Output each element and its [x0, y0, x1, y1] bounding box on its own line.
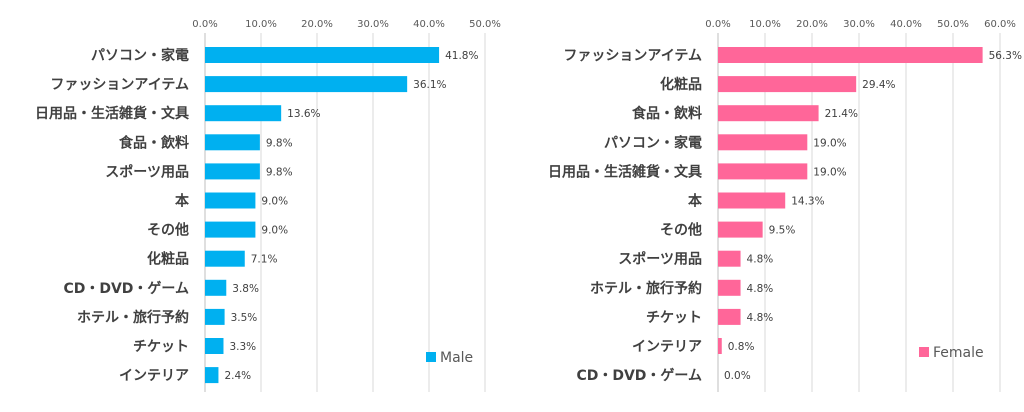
male-legend-swatch	[426, 352, 436, 362]
male-category-label: チケット	[133, 339, 189, 355]
male-bar	[205, 134, 260, 151]
male-bar	[205, 105, 282, 122]
male-tick-label: 30.0%	[357, 19, 389, 30]
female-tick-label: 50.0%	[937, 19, 969, 30]
male-bar	[205, 192, 256, 209]
female-category-label: CD・DVD・ゲーム	[576, 367, 702, 384]
male-data-label: 2.4%	[224, 370, 251, 382]
female-data-label: 9.5%	[769, 225, 796, 237]
female-legend-swatch	[919, 347, 929, 357]
male-category-label: 食品・飲料	[119, 134, 189, 151]
female-category-label: 食品・飲料	[632, 105, 702, 122]
female-bar	[718, 163, 808, 180]
male-category-label: スポーツ用品	[105, 163, 189, 180]
male-bar	[205, 338, 224, 354]
female-tick-label: 10.0%	[749, 19, 781, 30]
female-category-label: 本	[688, 193, 703, 210]
female-tick-label: 20.0%	[796, 19, 828, 30]
male-data-label: 9.0%	[261, 196, 288, 208]
male-bar	[205, 221, 256, 238]
male-category-label: パソコン・家電	[91, 47, 189, 64]
male-category-label: 本	[175, 193, 190, 210]
female-data-label: 4.8%	[747, 254, 774, 266]
male-category-label: インテリア	[119, 368, 189, 384]
male-data-label: 9.8%	[266, 166, 293, 178]
female-data-label: 56.3%	[989, 50, 1022, 62]
female-data-label: 0.0%	[724, 370, 751, 382]
female-bar	[718, 308, 741, 325]
female-category-label: 日用品・生活雑貨・文具	[548, 163, 702, 180]
female-category-label: スポーツ用品	[618, 251, 702, 268]
female-tick-label: 40.0%	[890, 19, 922, 30]
female-data-label: 19.0%	[813, 137, 846, 149]
female-data-label: 0.8%	[728, 341, 755, 353]
female-bar	[718, 76, 857, 93]
female-data-label: 4.8%	[747, 312, 774, 324]
female-data-label: 14.3%	[791, 196, 824, 208]
male-bar	[205, 163, 260, 180]
male-bar	[205, 367, 219, 384]
female-category-label: インテリア	[632, 339, 702, 355]
female-category-label: ファッションアイテム	[563, 48, 702, 64]
female-bar	[718, 250, 741, 267]
male-data-label: 3.5%	[231, 312, 258, 324]
male-bar	[205, 250, 245, 267]
male-data-label: 13.6%	[287, 108, 320, 120]
female-legend-label: Female	[933, 345, 984, 361]
female-category-label: 化粧品	[660, 76, 702, 93]
female-category-label: チケット	[646, 310, 702, 326]
male-data-label: 9.0%	[261, 225, 288, 237]
male-category-label: CD・DVD・ゲーム	[63, 280, 189, 297]
female-category-label: ホテル・旅行予約	[590, 280, 702, 297]
female-bar	[718, 279, 741, 296]
male-bar	[205, 279, 227, 296]
female-data-label: 29.4%	[862, 79, 895, 91]
male-tick-label: 10.0%	[245, 19, 277, 30]
male-tick-label: 20.0%	[301, 19, 333, 30]
male-bar	[205, 76, 408, 93]
male-data-label: 3.3%	[229, 341, 256, 353]
male-data-label: 36.1%	[413, 79, 446, 91]
female-tick-label: 30.0%	[843, 19, 875, 30]
male-tick-label: 40.0%	[413, 19, 445, 30]
male-data-label: 3.8%	[232, 283, 259, 295]
male-category-label: ファッションアイテム	[50, 77, 189, 93]
male-bar	[205, 47, 440, 63]
male-tick-label: 0.0%	[192, 19, 217, 30]
female-bar	[718, 47, 983, 63]
female-data-label: 4.8%	[747, 283, 774, 295]
male-bar	[205, 308, 225, 325]
female-tick-label: 60.0%	[984, 19, 1016, 30]
male-category-label: その他	[147, 222, 189, 239]
female-tick-label: 0.0%	[705, 19, 730, 30]
male-category-label: 日用品・生活雑貨・文具	[35, 105, 189, 122]
female-bar	[718, 338, 722, 354]
female-data-label: 21.4%	[825, 108, 858, 120]
female-category-label: パソコン・家電	[604, 134, 702, 151]
male-category-label: ホテル・旅行予約	[77, 309, 189, 326]
female-bar	[718, 105, 819, 122]
male-data-label: 41.8%	[445, 50, 478, 62]
male-data-label: 7.1%	[251, 254, 278, 266]
female-bar	[718, 134, 808, 151]
male-category-label: 化粧品	[147, 251, 189, 268]
female-category-label: その他	[660, 222, 702, 239]
male-legend-label: Male	[440, 350, 473, 366]
female-bar	[718, 192, 786, 209]
male-tick-label: 50.0%	[469, 19, 501, 30]
male-data-label: 9.8%	[266, 137, 293, 149]
female-bar	[718, 221, 763, 238]
female-data-label: 19.0%	[813, 166, 846, 178]
